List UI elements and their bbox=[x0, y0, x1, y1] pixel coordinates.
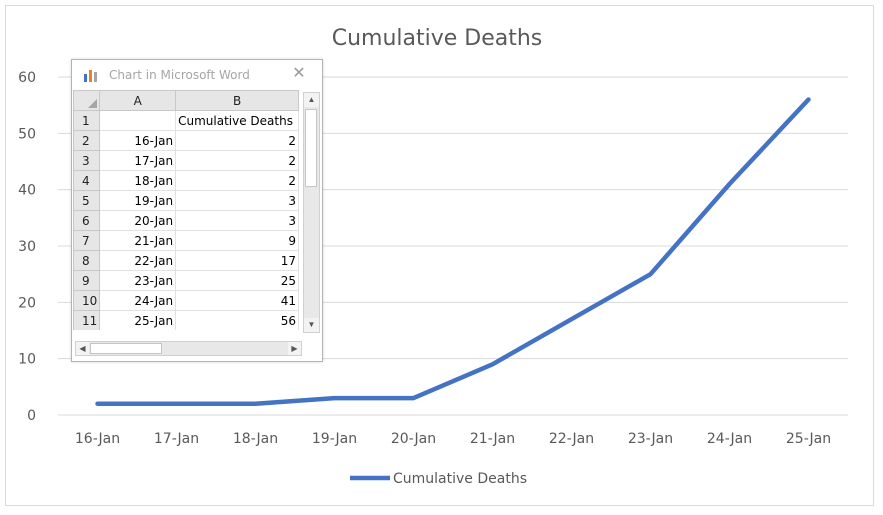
sheet-window-title: Chart in Microsoft Word bbox=[109, 68, 250, 82]
y-tick-label: 30 bbox=[18, 239, 36, 255]
cell-a[interactable]: 24-Jan bbox=[99, 290, 177, 311]
cell-b[interactable]: 2 bbox=[175, 130, 299, 151]
cell-a[interactable]: 17-Jan bbox=[99, 150, 177, 171]
x-tick-label: 16-Jan bbox=[75, 431, 120, 447]
sheet-row: 7 21-Jan 9 bbox=[73, 230, 299, 251]
cell-b[interactable]: 25 bbox=[175, 270, 299, 291]
x-tick-label: 19-Jan bbox=[312, 431, 357, 447]
y-tick-label: 0 bbox=[27, 408, 36, 424]
cell-a[interactable]: 19-Jan bbox=[99, 190, 177, 211]
x-tick-label: 22-Jan bbox=[549, 431, 594, 447]
cell-a[interactable]: 16-Jan bbox=[99, 130, 177, 151]
legend-label: Cumulative Deaths bbox=[393, 471, 527, 487]
scroll-up-icon[interactable]: ▲ bbox=[304, 93, 319, 107]
chart-title: Cumulative Deaths bbox=[332, 26, 543, 51]
sheet-row: 8 22-Jan 17 bbox=[73, 250, 299, 271]
row-header[interactable]: 10 bbox=[73, 290, 101, 311]
series-line-cumulative-deaths[interactable] bbox=[95, 97, 811, 406]
legend: Cumulative Deaths bbox=[350, 471, 527, 487]
sheet-row: 4 18-Jan 2 bbox=[73, 170, 299, 191]
row-header[interactable]: 1 bbox=[73, 110, 101, 131]
sheet-row: 1 Cumulative Deaths bbox=[73, 110, 299, 131]
scroll-right-icon[interactable]: ▶ bbox=[288, 342, 301, 355]
cell-b[interactable]: 2 bbox=[175, 150, 299, 171]
y-tick-label: 50 bbox=[18, 126, 36, 142]
y-tick-label: 60 bbox=[18, 70, 36, 86]
sheet-row: 2 16-Jan 2 bbox=[73, 130, 299, 151]
y-tick-label: 10 bbox=[18, 352, 36, 368]
cell-b[interactable]: Cumulative Deaths bbox=[175, 110, 299, 131]
cell-a[interactable]: 22-Jan bbox=[99, 250, 177, 271]
row-header[interactable]: 6 bbox=[73, 210, 101, 231]
chart-data-sheet-window[interactable]: Chart in Microsoft Word ✕ A B 1 Cumulativ… bbox=[71, 59, 323, 362]
x-tick-label: 25-Jan bbox=[786, 431, 831, 447]
scroll-left-icon[interactable]: ◀ bbox=[76, 342, 89, 355]
horizontal-scrollbar[interactable]: ◀ ▶ bbox=[75, 341, 302, 356]
close-icon[interactable]: ✕ bbox=[292, 63, 306, 82]
cell-b[interactable]: 41 bbox=[175, 290, 299, 311]
x-tick-label: 18-Jan bbox=[233, 431, 278, 447]
row-header[interactable]: 3 bbox=[73, 150, 101, 171]
y-tick-label: 40 bbox=[18, 183, 36, 199]
sheet-row: 6 20-Jan 3 bbox=[73, 210, 299, 231]
cell-a[interactable]: 25-Jan bbox=[99, 310, 177, 330]
cell-b[interactable]: 2 bbox=[175, 170, 299, 191]
bar-chart-icon bbox=[84, 70, 97, 82]
cell-b[interactable]: 3 bbox=[175, 210, 299, 231]
scroll-down-icon[interactable]: ▼ bbox=[304, 318, 319, 332]
spreadsheet-grid[interactable]: A B 1 Cumulative Deaths 2 16-Jan 2 3 17-Jan 2 4 1… bbox=[73, 90, 299, 330]
x-tick-label: 24-Jan bbox=[707, 431, 752, 447]
row-header[interactable]: 7 bbox=[73, 230, 101, 251]
sheet-row: 5 19-Jan 3 bbox=[73, 190, 299, 211]
row-header[interactable]: 8 bbox=[73, 250, 101, 271]
cell-a[interactable]: 21-Jan bbox=[99, 230, 177, 251]
vertical-scroll-thumb[interactable] bbox=[305, 109, 317, 187]
horizontal-scroll-thumb[interactable] bbox=[90, 343, 162, 354]
vertical-scrollbar[interactable]: ▲ ▼ bbox=[303, 92, 320, 333]
x-tick-label: 23-Jan bbox=[628, 431, 673, 447]
sheet-titlebar[interactable]: Chart in Microsoft Word ✕ bbox=[72, 60, 322, 89]
cell-b[interactable]: 9 bbox=[175, 230, 299, 251]
x-tick-label: 21-Jan bbox=[470, 431, 515, 447]
cell-a[interactable]: 20-Jan bbox=[99, 210, 177, 231]
cell-b[interactable]: 56 bbox=[175, 310, 299, 330]
cell-a[interactable] bbox=[99, 110, 177, 131]
row-header[interactable]: 2 bbox=[73, 130, 101, 151]
sheet-row: 3 17-Jan 2 bbox=[73, 150, 299, 171]
cell-a[interactable]: 23-Jan bbox=[99, 270, 177, 291]
row-header[interactable]: 5 bbox=[73, 190, 101, 211]
sheet-row: 11 25-Jan 56 bbox=[73, 310, 299, 330]
row-header[interactable]: 9 bbox=[73, 270, 101, 291]
x-tick-label: 20-Jan bbox=[391, 431, 436, 447]
row-header[interactable]: 11 bbox=[73, 310, 101, 330]
row-header[interactable]: 4 bbox=[73, 170, 101, 191]
y-tick-label: 20 bbox=[18, 295, 36, 311]
select-all-corner[interactable] bbox=[73, 90, 101, 111]
column-header-a[interactable]: A bbox=[99, 90, 177, 111]
x-tick-label: 17-Jan bbox=[154, 431, 199, 447]
cell-a[interactable]: 18-Jan bbox=[99, 170, 177, 191]
sheet-row: 10 24-Jan 41 bbox=[73, 290, 299, 311]
column-header-b[interactable]: B bbox=[175, 90, 299, 111]
cell-b[interactable]: 3 bbox=[175, 190, 299, 211]
sheet-row: 9 23-Jan 25 bbox=[73, 270, 299, 291]
cell-b[interactable]: 17 bbox=[175, 250, 299, 271]
